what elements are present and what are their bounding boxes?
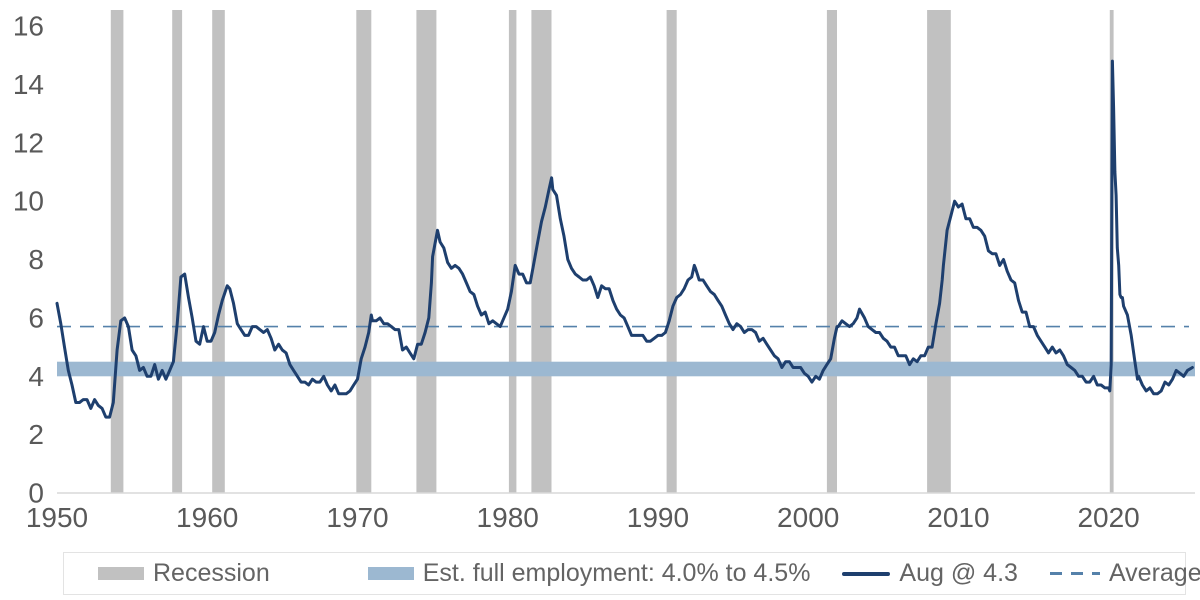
legend-item-unemployment-series: Aug @ 4.3 [842, 559, 1018, 588]
recession-band [172, 10, 183, 493]
legend-label-full-employment: Est. full employment: 4.0% to 4.5% [422, 559, 811, 587]
x-axis-tick-label: 2020 [1077, 502, 1139, 533]
legend-item-full-employment-band: Est. full employment: 4.0% to 4.5% [367, 559, 811, 588]
x-axis-tick-label: 1980 [477, 502, 539, 533]
y-axis-tick-label: 12 [13, 127, 44, 158]
recession-band [212, 10, 225, 493]
y-axis-tick-label: 2 [28, 419, 44, 450]
x-axis-tick-label: 1960 [176, 502, 238, 533]
recession-band [531, 10, 552, 493]
unemployment-line [55, 59, 1194, 419]
recession-band [110, 10, 124, 493]
recession-band [666, 10, 677, 493]
band-swatch-icon [367, 567, 414, 580]
series-line-swatch-icon [842, 571, 891, 576]
x-axis-tick-label: 2010 [927, 502, 989, 533]
recession-band [508, 10, 517, 493]
y-axis-tick-label: 14 [13, 69, 44, 100]
legend-item-recession: Recession [98, 559, 270, 588]
x-axis-tick-label: 1950 [26, 502, 88, 533]
recession-swatch-icon [98, 567, 144, 580]
legend-label-average: Average @ 5.7 [1108, 559, 1200, 587]
y-axis-tick-label: 8 [28, 244, 44, 275]
y-axis-tick-label: 0 [28, 478, 44, 509]
recession-band [356, 10, 372, 493]
legend-item-average: Average @ 5.7 [1049, 559, 1200, 588]
y-axis-tick-label: 6 [28, 302, 44, 333]
recession-band [826, 10, 837, 493]
legend-label-recession: Recession [153, 559, 270, 587]
average-dashed-swatch-icon [1049, 572, 1100, 575]
x-axis-tick-label: 1990 [627, 502, 689, 533]
legend-label-series: Aug @ 4.3 [899, 559, 1018, 587]
x-axis-tick-label: 1970 [326, 502, 388, 533]
chart-legend: Recession Est. full employment: 4.0% to … [63, 552, 1200, 595]
recession-band [927, 10, 951, 493]
y-axis-tick-label: 16 [13, 11, 44, 42]
full-employment-band [57, 361, 1195, 377]
y-axis-tick-label: 4 [28, 361, 44, 392]
plot-area: 0 2 4 6 8 10 12 14 16 1950 1960 1970 1980 1990 2000 201… [13, 10, 1195, 533]
y-axis-tick-label: 10 [13, 186, 44, 217]
x-axis-tick-label: 2000 [777, 502, 839, 533]
